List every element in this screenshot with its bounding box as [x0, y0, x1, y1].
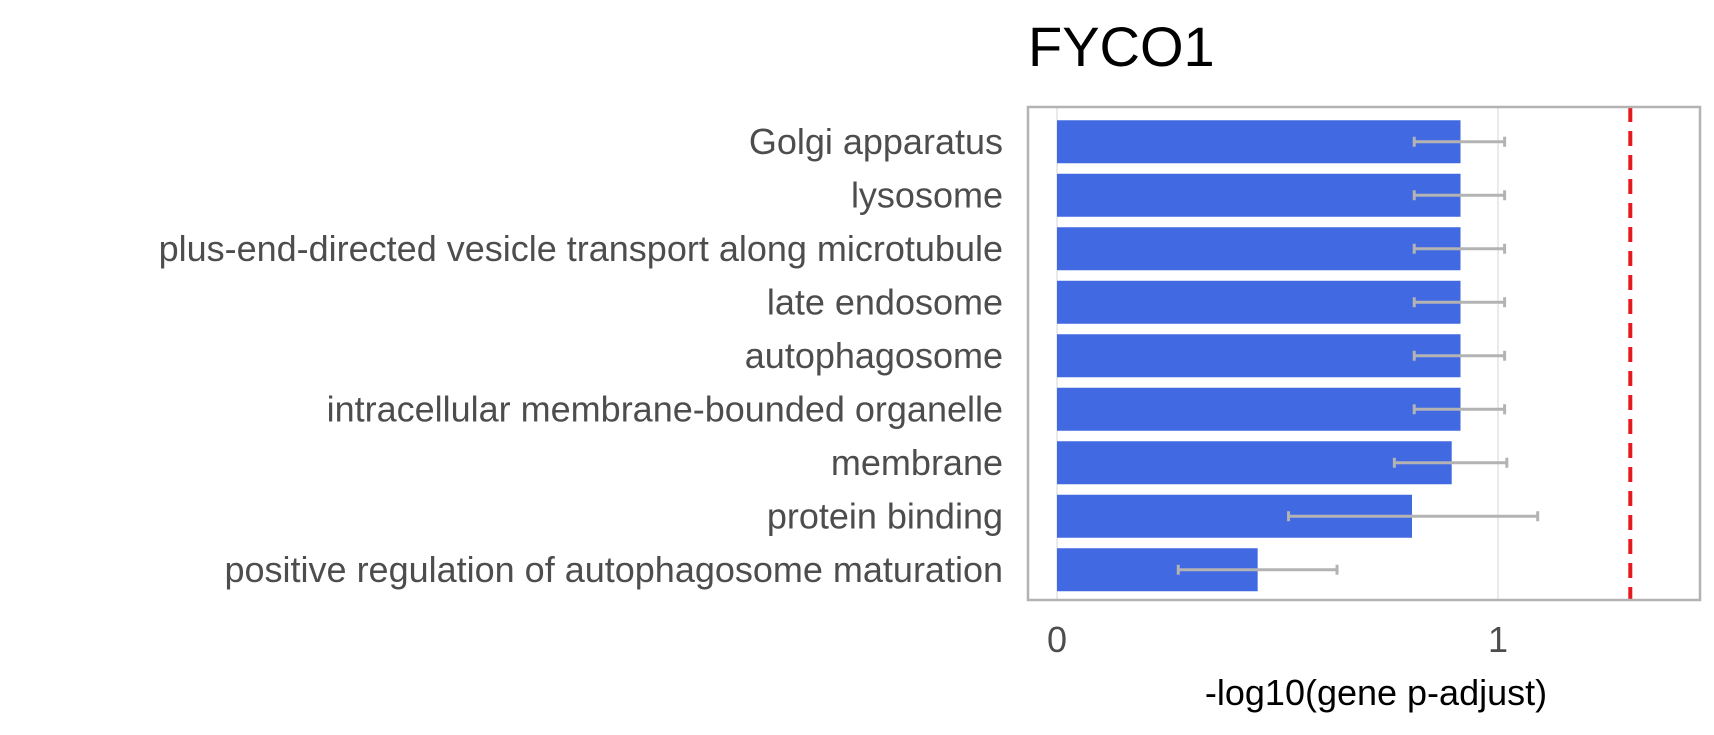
x-axis-label: -log10(gene p-adjust) [1205, 672, 1547, 713]
category-label-1: lysosome [851, 174, 1003, 215]
bar-5 [1057, 387, 1461, 431]
category-labels: Golgi apparatus lysosome plus-end-directed… [159, 121, 1003, 590]
category-label-3: late endosome [767, 281, 1003, 322]
category-label-0: Golgi apparatus [749, 121, 1003, 162]
x-tick-label-1: 1 [1488, 619, 1508, 660]
bar-layer [1057, 120, 1461, 592]
category-label-7: protein binding [767, 495, 1003, 536]
plot-frame [1026, 105, 1702, 602]
bar-2 [1057, 227, 1461, 271]
error-layer [1176, 136, 1540, 575]
category-label-8: positive regulation of autophagosome mat… [225, 549, 1004, 590]
bar-3 [1057, 280, 1461, 324]
bar-1 [1057, 173, 1461, 217]
category-label-5: intracellular membrane-bounded organelle [327, 388, 1003, 429]
category-label-4: autophagosome [745, 335, 1003, 376]
x-tick-label-0: 0 [1047, 619, 1067, 660]
bar-4 [1057, 334, 1461, 378]
chart-title: FYCO1 [1028, 15, 1215, 78]
category-label-2: plus-end-directed vesicle transport alon… [159, 228, 1003, 269]
category-label-6: membrane [831, 442, 1003, 483]
bar-0 [1057, 120, 1461, 164]
bar-6 [1057, 441, 1452, 485]
